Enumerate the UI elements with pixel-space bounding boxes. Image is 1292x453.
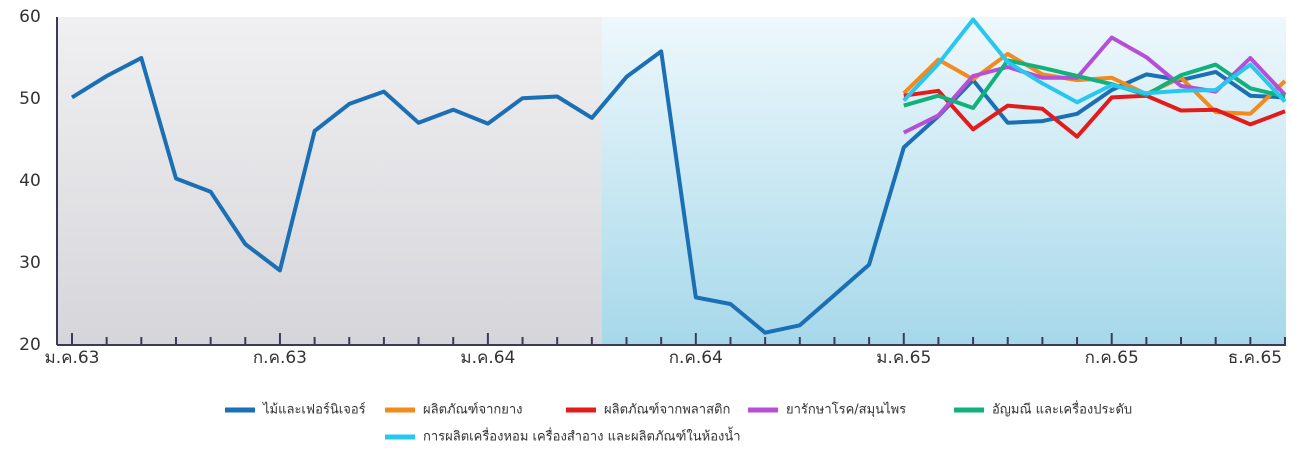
legend-label: ไม้และเฟอร์นิเจอร์ [262,402,366,418]
x-tick-label: ธ.ค.65 [1228,348,1282,368]
y-tick-label: 30 [19,253,41,273]
series-line [903,58,1286,110]
y-tick-label: 60 [19,7,41,27]
y-tick-label: 20 [19,335,41,355]
y-tick-label: 50 [19,89,41,109]
period-background [57,17,602,345]
x-tick-label: ก.ค.64 [669,348,723,368]
y-tick-label: 40 [19,171,41,191]
legend-label: ยารักษาโรค/สมุนไพร [786,402,906,418]
x-tick-label: ก.ค.63 [253,348,307,368]
x-tick-label: ม.ค.65 [876,348,931,368]
legend-label: ผลิตภัณฑ์จากพลาสติก [604,402,730,418]
period-background [602,17,1286,345]
x-tick-label: ม.ค.63 [44,348,99,368]
x-tick-label: ก.ค.65 [1085,348,1139,368]
x-tick-label: ม.ค.64 [460,348,515,368]
series-line [902,17,1287,105]
legend-label: อัญมณี และเครื่องประดับ [992,401,1132,418]
legend-label: การผลิตเครื่องหอม เครื่องสำอาง และผลิตภั… [423,427,741,445]
series-line [903,88,1286,139]
series-line [70,49,1286,335]
legend-label: ผลิตภัณฑ์จากยาง [423,402,523,418]
